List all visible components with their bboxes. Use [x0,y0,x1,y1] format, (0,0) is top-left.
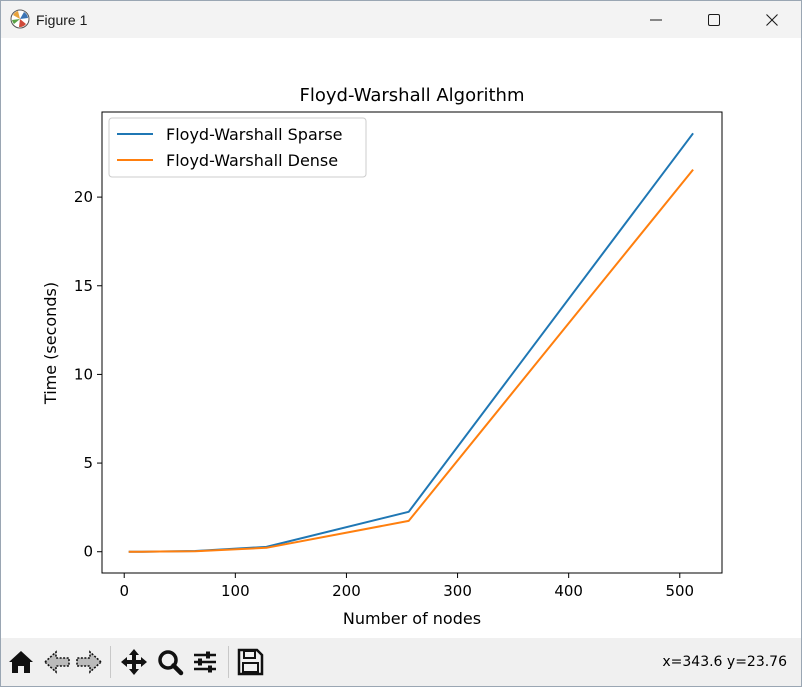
legend-label-dense: Floyd-Warshall Dense [166,151,338,170]
y-axis: 0 5 10 15 20 [74,188,102,561]
close-button[interactable] [743,1,801,38]
close-icon [766,14,778,26]
legend: Floyd-Warshall Sparse Floyd-Warshall Den… [108,117,367,178]
line-chart: Floyd-Warshall Algorithm 0 100 200 300 400 50… [41,85,723,628]
x-tick-label: 300 [443,582,472,600]
y-tick-label: 20 [74,188,93,206]
home-button[interactable] [6,647,36,677]
cursor-coordinates: x=343.6 y=23.76 [662,654,787,670]
pan-icon [121,649,147,675]
forward-button[interactable] [74,647,104,677]
figure-canvas[interactable]: Floyd-Warshall Algorithm 0 100 200 300 400 50… [1,38,801,638]
matplotlib-app-icon [10,9,30,29]
legend-label-sparse: Floyd-Warshall Sparse [166,125,343,144]
minimize-icon [650,19,662,21]
x-tick-label: 200 [332,582,361,600]
y-tick-label: 0 [83,543,93,561]
x-tick-label: 0 [119,582,129,600]
x-tick-label: 500 [665,582,694,600]
back-icon [43,650,70,674]
save-button[interactable] [235,647,265,677]
maximize-button[interactable] [685,1,743,38]
forward-icon [76,650,103,674]
y-axis-label: Time (seconds) [41,282,60,405]
y-tick-label: 10 [74,365,93,383]
home-icon [9,651,33,673]
title-bar: Figure 1 [1,1,801,38]
pan-button[interactable] [119,647,149,677]
window-title: Figure 1 [36,12,88,28]
x-tick-label: 400 [554,582,583,600]
y-tick-label: 5 [83,454,93,472]
zoom-icon [158,650,184,676]
series-line-dense [128,168,694,553]
configure-subplots-icon [194,651,216,673]
minimize-button[interactable] [627,1,685,38]
legend-box [108,117,367,178]
chart-title: Floyd-Warshall Algorithm [300,85,525,106]
x-axis-label: Number of nodes [343,609,481,628]
x-tick-label: 100 [221,582,250,600]
maximize-icon [708,14,720,26]
x-axis: 0 100 200 300 400 500 [119,573,694,600]
zoom-button[interactable] [155,647,185,677]
toolbar-separator [228,646,229,678]
back-button[interactable] [42,647,72,677]
save-icon [237,648,264,676]
y-tick-label: 15 [74,277,93,295]
toolbar-separator [110,646,111,678]
navigation-toolbar: x=343.6 y=23.76 [1,638,801,686]
configure-subplots-button[interactable] [190,647,220,677]
series-lines [128,132,694,553]
plot-area [101,111,723,574]
